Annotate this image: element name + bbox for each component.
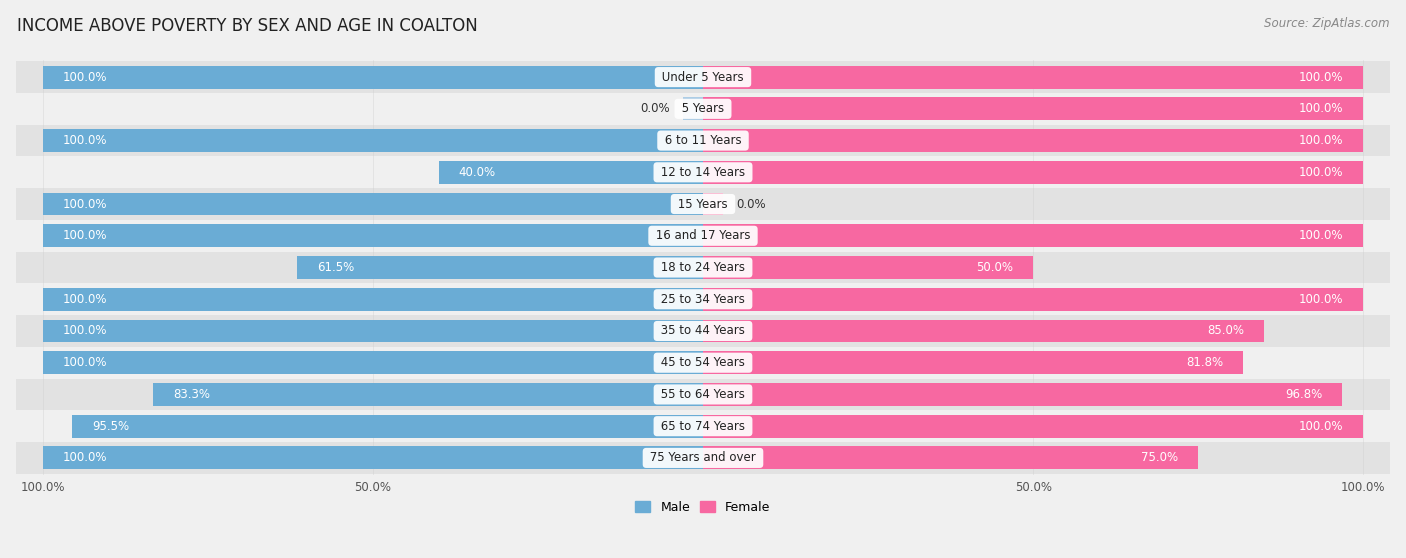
Bar <box>0 442 1406 474</box>
Bar <box>703 446 1198 469</box>
Bar <box>0 220 1406 252</box>
Bar <box>42 352 703 374</box>
Text: INCOME ABOVE POVERTY BY SEX AND AGE IN COALTON: INCOME ABOVE POVERTY BY SEX AND AGE IN C… <box>17 17 478 35</box>
Bar <box>0 93 1406 124</box>
Bar <box>297 256 703 279</box>
Bar <box>0 188 1406 220</box>
Text: 75 Years and over: 75 Years and over <box>647 451 759 464</box>
Text: 95.5%: 95.5% <box>93 420 129 432</box>
Text: 85.0%: 85.0% <box>1208 324 1244 338</box>
Bar <box>0 252 1406 283</box>
Bar <box>703 66 1364 89</box>
Text: 0.0%: 0.0% <box>735 198 766 210</box>
Text: 100.0%: 100.0% <box>62 71 107 84</box>
Text: 55 to 64 Years: 55 to 64 Years <box>657 388 749 401</box>
Text: 100.0%: 100.0% <box>1299 229 1344 242</box>
Text: 50.0%: 50.0% <box>976 261 1014 274</box>
Text: 100.0%: 100.0% <box>62 356 107 369</box>
Bar <box>0 347 1406 378</box>
Bar <box>42 129 703 152</box>
Bar <box>42 446 703 469</box>
Bar <box>703 193 723 215</box>
Text: 65 to 74 Years: 65 to 74 Years <box>657 420 749 432</box>
Text: 83.3%: 83.3% <box>173 388 209 401</box>
Text: 100.0%: 100.0% <box>1299 420 1344 432</box>
Text: 100.0%: 100.0% <box>62 134 107 147</box>
Bar <box>703 256 1033 279</box>
Bar <box>42 193 703 215</box>
Bar <box>703 415 1364 437</box>
Bar <box>703 129 1364 152</box>
Text: 100.0%: 100.0% <box>62 324 107 338</box>
Text: 5 Years: 5 Years <box>678 102 728 116</box>
Bar <box>703 161 1364 184</box>
Text: 100.0%: 100.0% <box>1299 134 1344 147</box>
Bar <box>703 98 1364 121</box>
Text: Under 5 Years: Under 5 Years <box>658 71 748 84</box>
Text: 100.0%: 100.0% <box>62 451 107 464</box>
Text: 61.5%: 61.5% <box>316 261 354 274</box>
Text: 45 to 54 Years: 45 to 54 Years <box>657 356 749 369</box>
Text: 12 to 14 Years: 12 to 14 Years <box>657 166 749 179</box>
Text: 18 to 24 Years: 18 to 24 Years <box>657 261 749 274</box>
Text: 6 to 11 Years: 6 to 11 Years <box>661 134 745 147</box>
Bar <box>0 410 1406 442</box>
Bar <box>0 61 1406 93</box>
Bar <box>0 283 1406 315</box>
Bar <box>683 98 703 121</box>
Text: 100.0%: 100.0% <box>1299 71 1344 84</box>
Text: 75.0%: 75.0% <box>1142 451 1178 464</box>
Text: 25 to 34 Years: 25 to 34 Years <box>657 293 749 306</box>
Text: 100.0%: 100.0% <box>62 198 107 210</box>
Text: 16 and 17 Years: 16 and 17 Years <box>652 229 754 242</box>
Bar <box>42 66 703 89</box>
Bar <box>703 320 1264 343</box>
Text: Source: ZipAtlas.com: Source: ZipAtlas.com <box>1264 17 1389 30</box>
Text: 100.0%: 100.0% <box>62 293 107 306</box>
Bar <box>0 124 1406 156</box>
Bar <box>703 224 1364 247</box>
Bar <box>42 288 703 311</box>
Legend: Male, Female: Male, Female <box>630 496 776 519</box>
Text: 100.0%: 100.0% <box>1299 166 1344 179</box>
Text: 81.8%: 81.8% <box>1187 356 1223 369</box>
Text: 100.0%: 100.0% <box>1299 102 1344 116</box>
Text: 96.8%: 96.8% <box>1285 388 1323 401</box>
Text: 40.0%: 40.0% <box>458 166 496 179</box>
Bar <box>153 383 703 406</box>
Text: 35 to 44 Years: 35 to 44 Years <box>657 324 749 338</box>
Bar <box>42 320 703 343</box>
Text: 100.0%: 100.0% <box>62 229 107 242</box>
Bar <box>73 415 703 437</box>
Bar <box>0 315 1406 347</box>
Text: 0.0%: 0.0% <box>640 102 671 116</box>
Bar <box>0 378 1406 410</box>
Bar <box>703 352 1243 374</box>
Bar <box>703 288 1364 311</box>
Bar <box>42 224 703 247</box>
Bar <box>439 161 703 184</box>
Bar <box>703 383 1343 406</box>
Text: 100.0%: 100.0% <box>1299 293 1344 306</box>
Text: 15 Years: 15 Years <box>675 198 731 210</box>
Bar <box>0 156 1406 188</box>
